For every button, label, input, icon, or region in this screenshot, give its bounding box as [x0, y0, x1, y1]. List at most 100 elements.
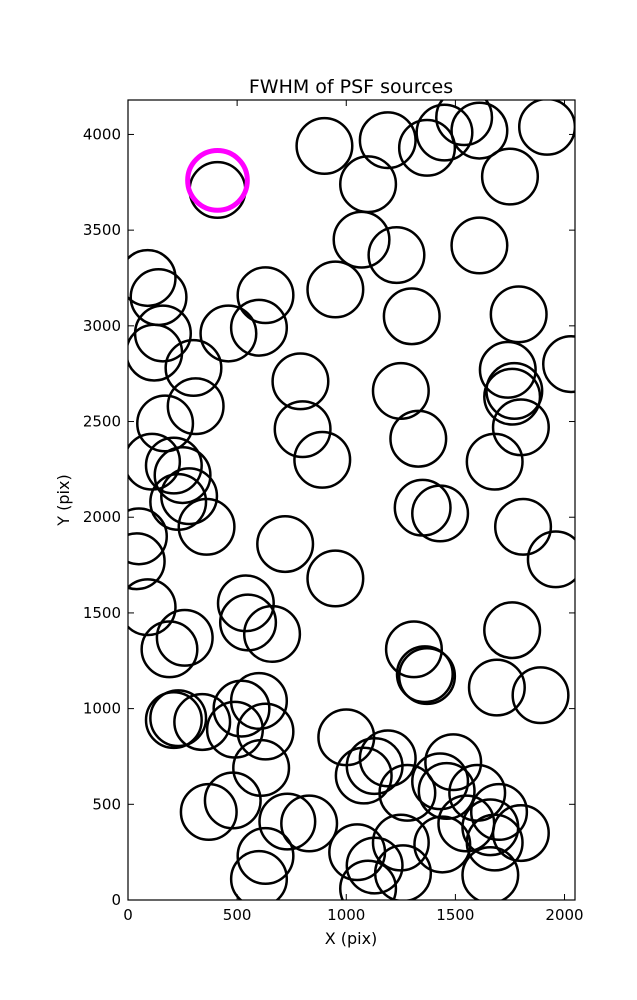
- psf-source-circle: [478, 340, 537, 399]
- psf-source-circle: [144, 691, 203, 750]
- psf-source-circle: [179, 782, 238, 842]
- psf-source-circle: [339, 859, 398, 900]
- psf-source-circle: [358, 111, 417, 170]
- psf-source-circle: [216, 574, 275, 633]
- plot-marks: [128, 100, 575, 900]
- psf-source-circle: [465, 813, 524, 872]
- psf-source-circle: [483, 367, 542, 426]
- psf-source-circle: [155, 608, 214, 667]
- psf-source-circle: [328, 823, 387, 882]
- psf-source-circle: [411, 484, 470, 543]
- x-tick-label: 1000: [327, 906, 365, 924]
- psf-source-circle: [280, 794, 339, 853]
- psf-source-circle: [236, 266, 295, 325]
- psf-source-circle: [413, 815, 472, 874]
- psf-source-circle: [258, 792, 317, 851]
- highlighted-source-circle: [185, 148, 250, 213]
- psf-source-circle: [129, 268, 188, 327]
- psf-source-circle: [480, 147, 540, 206]
- psf-source-circle: [295, 116, 354, 176]
- psf-source-circle: [450, 216, 509, 275]
- y-tick-label: 1000: [83, 700, 121, 718]
- psf-source-circle: [293, 430, 352, 489]
- psf-source-circle: [128, 248, 177, 308]
- psf-source-circle: [334, 746, 393, 805]
- psf-source-circle: [491, 398, 550, 457]
- psf-source-circle: [236, 826, 295, 886]
- psf-source-circle: [397, 118, 457, 177]
- x-axis: 0 500 1000 1500 2000: [123, 100, 584, 924]
- x-tick-label: 2000: [545, 906, 583, 924]
- psf-source-circle: [384, 620, 443, 679]
- plot-frame: [127, 99, 576, 901]
- psf-source-circle: [517, 100, 575, 156]
- psf-source-circle: [397, 647, 457, 706]
- psf-source-circle: [306, 260, 365, 319]
- psf-source-circle: [236, 702, 295, 761]
- psf-source-circle: [491, 803, 550, 863]
- psf-source-circle: [128, 507, 168, 566]
- psf-source-circle: [177, 497, 236, 556]
- psf-source-circle: [389, 409, 448, 468]
- psf-source-circle: [140, 620, 199, 679]
- y-axis: 0 500 1000 1500 2000 2500 3000 3500 4000: [83, 125, 575, 909]
- y-tick-label: 1500: [83, 604, 121, 622]
- psf-source-circle: [367, 225, 426, 285]
- x-axis-label: X (pix): [325, 929, 378, 948]
- psf-source-circle: [417, 761, 476, 820]
- x-tick-label: 0: [123, 906, 133, 924]
- psf-source-circle: [166, 377, 225, 436]
- psf-source-circle: [465, 432, 524, 491]
- psf-source-circle: [160, 467, 219, 526]
- y-tick-label: 2500: [83, 413, 121, 431]
- psf-source-circle: [450, 101, 509, 160]
- psf-source-circle: [173, 692, 232, 752]
- psf-source-circle: [469, 782, 529, 842]
- psf-source-circle: [149, 689, 208, 748]
- psf-source-circle: [164, 338, 223, 398]
- psf-source-circle: [483, 601, 542, 660]
- psf-source-circle: [485, 361, 544, 420]
- chart-title: FWHM of PSF sources: [249, 76, 453, 98]
- psf-source-circle: [382, 287, 441, 346]
- psf-source-circle: [393, 478, 452, 537]
- psf-source-circle: [332, 210, 391, 269]
- x-tick-label: 500: [223, 906, 252, 924]
- psf-source-circle: [358, 729, 417, 788]
- x-tick-label: 1500: [436, 906, 474, 924]
- psf-source-circle: [411, 752, 470, 811]
- psf-source-circle: [467, 658, 526, 717]
- psf-source-circle: [199, 304, 258, 363]
- psf-source-circle: [271, 352, 330, 411]
- y-tick-label: 4000: [83, 125, 121, 143]
- psf-source-circle: [128, 323, 184, 382]
- y-tick-label: 3500: [83, 221, 121, 239]
- y-tick-label: 500: [92, 795, 121, 813]
- psf-source-circle: [542, 335, 575, 394]
- psf-source-circle: [229, 298, 289, 357]
- psf-source-circle: [415, 103, 474, 162]
- psf-source-circle: [306, 549, 365, 608]
- psf-source-circle: [345, 836, 404, 895]
- psf-source-circle: [229, 671, 289, 731]
- psf-source-circle: [371, 813, 430, 872]
- psf-source-circle: [128, 578, 177, 637]
- y-tick-label: 0: [111, 891, 121, 909]
- psf-source-circle: [435, 100, 494, 147]
- psf-source-circle: [489, 285, 548, 344]
- psf-source-circle: [461, 846, 520, 900]
- psf-source-circle: [493, 497, 553, 556]
- y-tick-label: 2000: [83, 508, 121, 526]
- psf-source-circle: [136, 394, 195, 453]
- psf-source-circle: [395, 645, 454, 704]
- psf-source-circle: [424, 733, 483, 792]
- psf-source-circle: [232, 738, 291, 798]
- psf-source-circle: [339, 155, 398, 214]
- psf-source-circle: [371, 361, 430, 420]
- psf-source-circle: [229, 849, 289, 900]
- psf-source-circle: [153, 446, 212, 505]
- psf-source-circle: [144, 436, 203, 495]
- y-tick-label: 3000: [83, 317, 121, 335]
- psf-source-circle: [317, 708, 376, 767]
